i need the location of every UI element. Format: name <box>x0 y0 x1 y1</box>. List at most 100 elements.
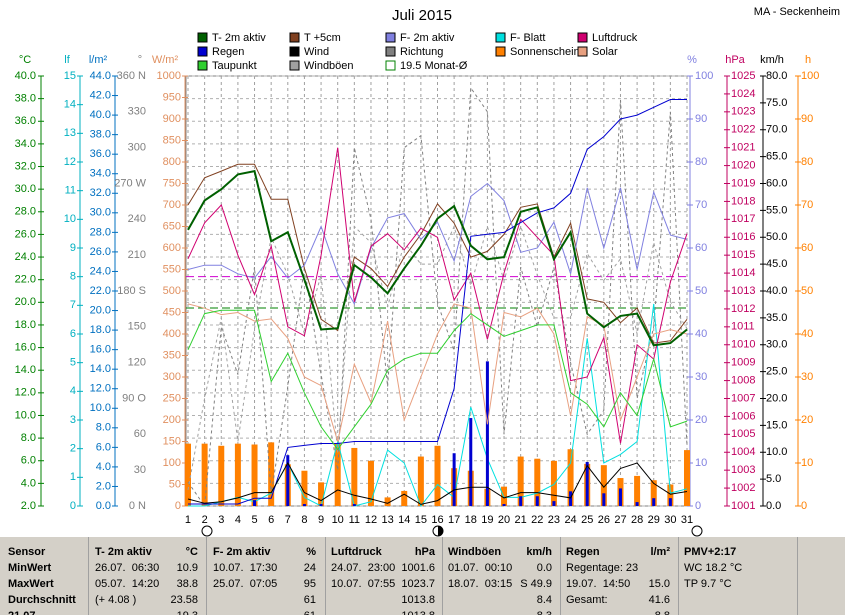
x-tick-label: 6 <box>268 514 274 526</box>
y-tick-label: 30 <box>695 371 707 383</box>
table-cell: 0.0 <box>536 562 552 574</box>
y-tick-label: 450 <box>163 306 181 318</box>
y-tick-label: 35.0 <box>766 312 787 324</box>
y-tick-label: 360 N <box>117 70 146 82</box>
y-tick-label: 40.0 <box>15 70 36 82</box>
legend-label: T +5cm <box>304 32 341 44</box>
table-cell: 8.4 <box>536 594 552 606</box>
moon <box>201 525 213 537</box>
bar <box>286 455 290 506</box>
y-tick-label: 50 <box>695 285 707 297</box>
legend-label: F- Blatt <box>510 32 545 44</box>
legend-label: T- 2m aktiv <box>212 32 266 44</box>
grid <box>186 75 690 507</box>
y-tick-label: 1025 <box>731 70 755 82</box>
y-tick-label: 4.0 <box>21 477 36 489</box>
y-tick-label: 1014 <box>731 267 755 279</box>
y-tick-label: 42.0 <box>90 89 111 101</box>
y-tick-label: 10.0 <box>90 402 111 414</box>
y-tick-label: 0.0 <box>96 500 111 512</box>
y-tick-label: 34.0 <box>15 138 36 150</box>
legend-label: F- 2m aktiv <box>400 32 455 44</box>
y-tick-label: 38.0 <box>90 129 111 141</box>
y-tick-label: 1016 <box>731 231 755 243</box>
y-tick-label: 5 <box>70 357 76 369</box>
table-cell: 8.3 <box>537 610 552 615</box>
y-tick-label: 80.0 <box>766 70 787 82</box>
x-tick-label: 11 <box>349 514 360 526</box>
x-tick-label: 7 <box>285 514 291 526</box>
bar <box>602 493 606 506</box>
table-cell: 61 <box>303 594 316 606</box>
legend-swatch <box>495 32 506 43</box>
separator <box>678 537 679 615</box>
y-tick-label: 8.0 <box>96 422 111 434</box>
y-tick-label: 950 <box>163 91 181 103</box>
table-cell: 1023.7 <box>401 578 435 590</box>
bar <box>535 496 539 506</box>
y-tick-label: 5.0 <box>766 473 781 485</box>
x-tick-label: 31 <box>681 514 693 526</box>
bar <box>253 500 257 506</box>
series-line <box>187 86 688 508</box>
y-tick-label: 20.0 <box>15 296 36 308</box>
legend-label: Regen <box>212 46 244 58</box>
table-cell: F- 2m aktiv <box>213 546 271 558</box>
y-tick-label: 24.0 <box>15 251 36 263</box>
y-tick-label: 0.0 <box>766 500 781 512</box>
y-tick-label: 120 <box>128 357 146 369</box>
legend-swatch <box>289 46 300 57</box>
y-tick-label: 80 <box>695 156 707 168</box>
y-tick-label: 30.0 <box>90 207 111 219</box>
y-tick-label: 32.0 <box>90 187 111 199</box>
y-tick-label: 1000 <box>157 70 181 82</box>
table-cell: 10.07. 07:55 <box>331 578 396 590</box>
bar <box>434 445 441 506</box>
bar <box>352 504 356 506</box>
y-tick-label: 6.0 <box>96 441 111 453</box>
table-cell: (+ 4.08 ) <box>95 594 137 606</box>
y-tick-label: 270 W <box>114 177 146 189</box>
chart: Juli 2015 MA - Seckenheim 1 2 3 4 5 6 7 8 9 10 11 1… <box>15 6 840 537</box>
y-tick-label: 75.0 <box>766 97 787 109</box>
y-tick-label: 28.0 <box>90 226 111 238</box>
y-tick-label: 1001 <box>731 500 755 512</box>
y-tick-label: 900 <box>163 113 181 125</box>
table-cell: 95 <box>303 578 316 590</box>
y-tick-label: 20.0 <box>766 392 787 404</box>
legend-label: Luftdruck <box>592 32 638 44</box>
x-tick-label: 24 <box>564 514 576 526</box>
x-tick-label: 8 <box>301 514 307 526</box>
x-tick-label: 9 <box>318 514 324 526</box>
table-cell: Regen <box>566 546 600 558</box>
y-tick-label: 14.0 <box>90 363 111 375</box>
y-tick-label: 32.0 <box>15 160 36 172</box>
x-tick-label: 12 <box>365 514 377 526</box>
separator <box>797 537 798 615</box>
y-tick-label: 1006 <box>731 410 755 422</box>
series-line <box>187 182 688 306</box>
table-cell: 38.8 <box>176 578 198 590</box>
axis-label: l/m² <box>89 54 108 66</box>
x-tick-label: 22 <box>531 514 543 526</box>
bar <box>367 460 374 506</box>
axis-label: lf <box>64 54 70 66</box>
x-tick-label: 13 <box>381 514 393 526</box>
y-tick-label: 8.0 <box>21 432 36 444</box>
summary-table: Sensor T- 2m aktiv °C F- 2m aktiv% Luftdruck… <box>0 537 845 615</box>
bar <box>234 443 241 506</box>
y-tick-label: 55.0 <box>766 204 787 216</box>
y-tick-label: 1008 <box>731 374 755 386</box>
chart-title: Juli 2015 <box>392 7 452 24</box>
axis-label: km/h <box>760 54 784 66</box>
table-cell: WC 18.2 °C <box>684 562 743 574</box>
x-tick-label: 18 <box>465 514 477 526</box>
bar <box>184 443 191 506</box>
bar <box>552 501 556 506</box>
separator <box>442 537 443 615</box>
table-cell: Durchschnitt <box>8 594 76 606</box>
y-tick-label: 40.0 <box>766 285 787 297</box>
y-tick-label: 1019 <box>731 177 755 189</box>
y-tick-label: 50.0 <box>766 231 787 243</box>
